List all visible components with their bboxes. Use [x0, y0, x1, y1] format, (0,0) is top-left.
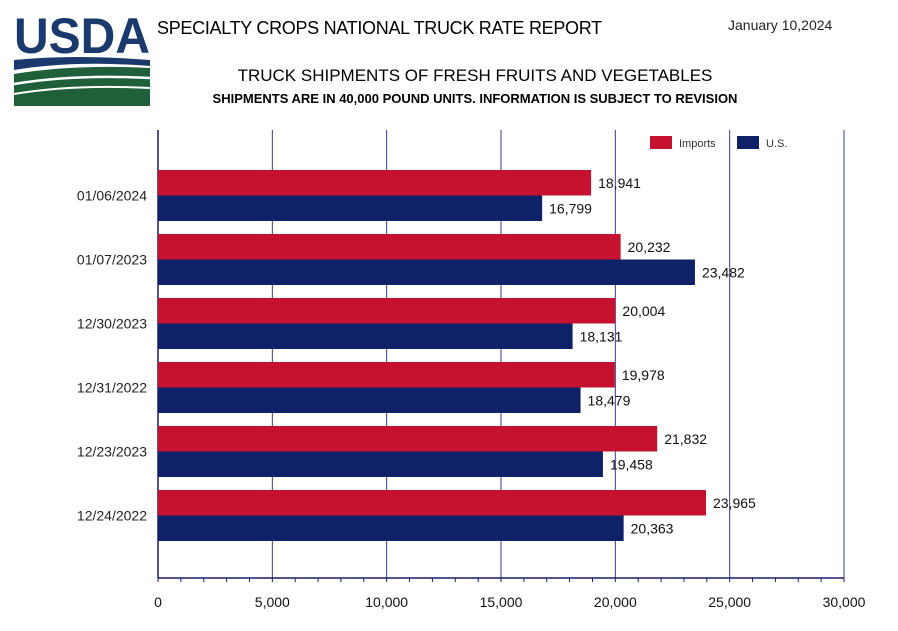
- usda-logo-text: USDA: [14, 10, 150, 64]
- chart-subtitle: SHIPMENTS ARE IN 40,000 POUND UNITS. INF…: [212, 91, 738, 106]
- logo-swoosh-blue: [14, 57, 150, 70]
- bar-us: [158, 451, 603, 477]
- report-title: SPECIALTY CROPS NATIONAL TRUCK RATE REPO…: [157, 18, 602, 38]
- bar-imports: [158, 362, 615, 388]
- data-label: 23,965: [713, 495, 756, 511]
- data-label: 20,363: [631, 520, 674, 536]
- data-label: 18,479: [588, 392, 631, 408]
- data-label: 18,131: [580, 328, 623, 344]
- data-label: 18,941: [598, 175, 641, 191]
- x-tick-label: 30,000: [823, 594, 866, 610]
- data-label: 16,799: [549, 200, 592, 216]
- data-label: 23,482: [702, 264, 745, 280]
- x-tick-label: 10,000: [365, 594, 408, 610]
- legend-swatch: [650, 136, 672, 149]
- x-tick-label: 0: [154, 594, 162, 610]
- category-label: 01/06/2024: [77, 188, 147, 204]
- data-label: 20,232: [628, 239, 671, 255]
- bar-imports: [158, 490, 706, 516]
- data-label: 21,832: [664, 431, 707, 447]
- data-label: 19,458: [610, 456, 653, 472]
- bar-us: [158, 387, 581, 413]
- bar-us: [158, 259, 695, 285]
- category-label: 12/31/2022: [77, 380, 147, 396]
- bar-us: [158, 195, 543, 221]
- usda-logo: USDA: [14, 10, 151, 106]
- report-date: January 10,2024: [728, 17, 833, 33]
- category-label: 12/23/2023: [77, 444, 147, 460]
- bar-imports: [158, 170, 592, 196]
- bar-us: [158, 515, 624, 541]
- category-label: 12/30/2023: [77, 316, 147, 332]
- category-label: 12/24/2022: [77, 508, 147, 524]
- bar-imports: [158, 234, 621, 260]
- x-tick-label: 15,000: [480, 594, 523, 610]
- data-label: 20,004: [622, 303, 665, 319]
- x-tick-label: 5,000: [255, 594, 290, 610]
- bar-us: [158, 323, 573, 349]
- legend-label: U.S.: [766, 138, 787, 150]
- bar-imports: [158, 426, 658, 452]
- logo-field-stripe: [14, 75, 151, 86]
- data-label: 19,978: [622, 367, 665, 383]
- legend-label: Imports: [679, 138, 716, 150]
- logo-field-stripe: [14, 85, 151, 95]
- x-tick-label: 20,000: [594, 594, 637, 610]
- category-label: 01/07/2023: [77, 252, 147, 268]
- bar-imports: [158, 298, 616, 324]
- x-tick-label: 25,000: [708, 594, 751, 610]
- legend-swatch: [737, 136, 759, 149]
- chart-title: TRUCK SHIPMENTS OF FRESH FRUITS AND VEGE…: [237, 66, 713, 85]
